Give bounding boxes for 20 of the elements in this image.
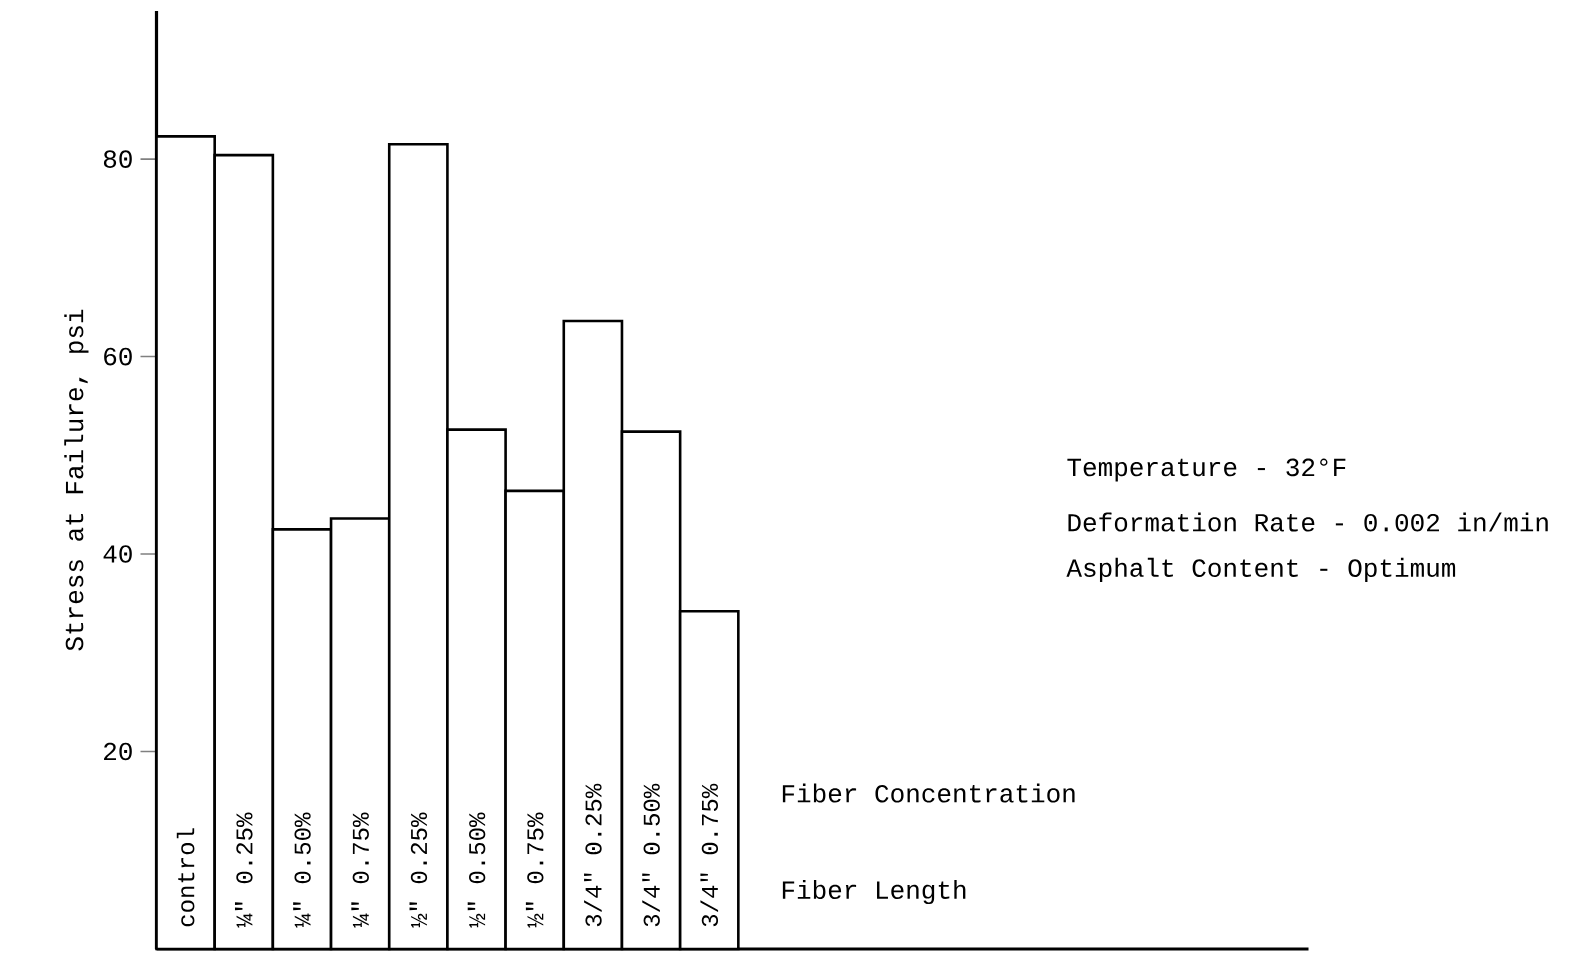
text: Asphalt Content - Optimum [1066,557,1456,583]
x-tick-label: ½" 0.50% [467,812,486,928]
text: Temperature - 32°F [1067,458,1346,482]
x-tick-label: 3/4" 0.75% [700,783,719,927]
text: Deformation Rate - 0.002 in/min [1068,512,1548,532]
x-tick-label: ¼" 0.25% [234,812,253,928]
y-tick-label: 60 [104,347,132,366]
y-tick-label: 20 [104,742,132,761]
text: Fiber Concentration [782,783,1075,803]
y-tick-label: 80 [103,150,132,168]
x-tick-label: ¼" 0.50% [293,812,311,928]
y-axis-title: Stress at Failure, psi [64,309,89,651]
y-tick-label: 40 [103,545,132,563]
x-tick-label: ½" 0.25% [409,812,428,928]
x-tick-label: ¼" 0.75% [351,812,369,928]
x-tick-label: 3/4" 0.25% [584,783,602,927]
text: Fiber Length [782,879,966,905]
x-tick-label: 3/4" 0.50% [642,783,660,927]
x-tick-label: ½" 0.75% [525,812,544,928]
x-tick-label: control [176,828,195,927]
